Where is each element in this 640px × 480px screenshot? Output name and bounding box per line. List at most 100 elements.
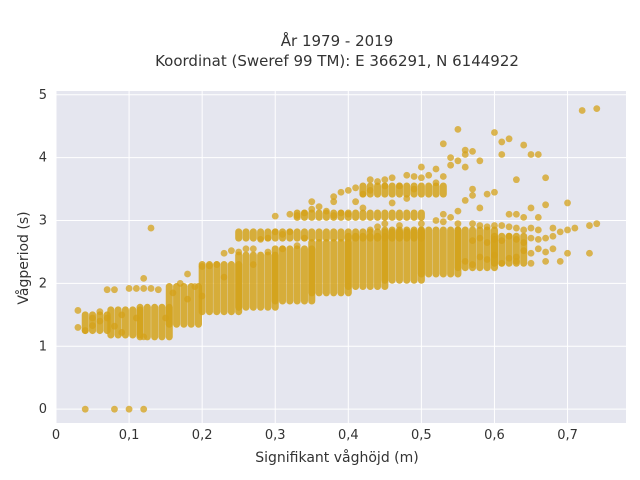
data-point <box>344 186 352 194</box>
data-point <box>154 286 162 294</box>
data-point <box>505 232 513 240</box>
point-cluster <box>366 209 374 221</box>
data-point <box>235 248 243 256</box>
data-point <box>271 228 279 236</box>
point-cluster <box>388 182 396 198</box>
data-point <box>257 235 265 243</box>
point-cluster <box>129 306 137 339</box>
point-cluster <box>308 239 316 297</box>
data-point <box>593 105 601 113</box>
data-point <box>191 283 199 290</box>
point-cluster <box>417 228 425 242</box>
data-point <box>491 129 498 136</box>
data-point <box>505 254 513 262</box>
data-point <box>461 146 469 154</box>
data-point <box>483 223 491 231</box>
data-point <box>344 210 352 218</box>
data-point <box>520 247 528 255</box>
data-point <box>520 213 528 221</box>
data-point <box>498 237 506 245</box>
data-point <box>454 157 462 165</box>
point-cluster <box>381 209 389 221</box>
data-point <box>476 157 484 165</box>
data-point <box>439 173 447 180</box>
data-point <box>125 285 133 292</box>
data-point <box>476 234 484 242</box>
data-point <box>454 220 462 228</box>
data-point <box>293 242 301 250</box>
data-point <box>417 174 425 182</box>
point-cluster <box>483 226 491 272</box>
data-point <box>498 138 506 146</box>
data-point <box>374 223 381 231</box>
x-tick-label: 0,6 <box>484 428 505 443</box>
data-point <box>454 207 462 215</box>
data-point <box>534 226 542 234</box>
data-point <box>505 210 513 218</box>
point-cluster <box>107 306 115 339</box>
data-point <box>162 314 170 322</box>
data-point <box>249 245 257 253</box>
point-cluster <box>374 209 382 221</box>
data-point <box>374 178 381 185</box>
point-cluster <box>315 228 323 242</box>
data-point <box>111 322 118 330</box>
data-point <box>359 204 367 212</box>
data-point <box>198 263 206 270</box>
data-point <box>527 151 535 158</box>
data-point <box>330 198 338 206</box>
data-point <box>542 201 550 209</box>
point-cluster <box>388 209 396 221</box>
point-cluster <box>425 226 433 278</box>
data-point <box>206 262 213 270</box>
point-cluster <box>425 182 433 198</box>
point-cluster <box>279 245 287 305</box>
data-point <box>249 261 257 268</box>
data-point <box>417 163 425 171</box>
point-cluster <box>395 228 403 242</box>
y-tick-label: 1 <box>39 339 47 354</box>
y-tick-label: 3 <box>39 214 47 229</box>
data-point <box>439 140 447 148</box>
data-point <box>366 226 374 234</box>
data-point <box>410 173 418 180</box>
data-point <box>527 224 535 232</box>
data-point <box>512 235 520 243</box>
data-point <box>512 258 520 265</box>
data-point <box>388 199 396 207</box>
point-cluster <box>417 209 425 221</box>
data-point <box>264 248 272 256</box>
point-cluster <box>271 245 279 305</box>
point-cluster <box>257 251 265 311</box>
data-point <box>476 204 484 212</box>
x-tick-label: 0,3 <box>265 428 286 443</box>
data-point <box>96 317 104 325</box>
data-point <box>147 224 155 232</box>
x-tick-label: 0,1 <box>119 428 140 443</box>
data-point <box>586 222 593 229</box>
data-point <box>549 245 557 253</box>
data-point <box>279 230 286 238</box>
point-cluster <box>151 303 159 341</box>
point-cluster <box>308 228 316 242</box>
chart-title-line1: År 1979 - 2019 <box>281 31 394 50</box>
data-point <box>556 258 564 265</box>
point-cluster <box>352 232 360 291</box>
data-point <box>293 212 301 219</box>
data-point <box>527 249 535 257</box>
data-point <box>352 184 360 192</box>
data-point <box>147 285 155 292</box>
data-point <box>447 154 455 162</box>
point-cluster <box>374 232 382 291</box>
data-point <box>388 174 396 182</box>
data-point <box>337 209 345 217</box>
point-cluster <box>158 303 166 341</box>
data-point <box>140 405 148 413</box>
data-point <box>432 165 440 173</box>
point-cluster <box>330 239 338 297</box>
data-point <box>491 188 498 196</box>
data-point <box>89 322 96 329</box>
data-point <box>520 141 528 149</box>
data-point <box>461 197 469 204</box>
